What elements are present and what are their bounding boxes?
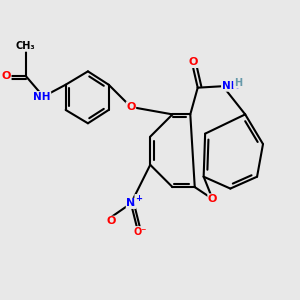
Text: CH₃: CH₃	[16, 41, 35, 51]
Text: H: H	[234, 78, 242, 88]
Text: O: O	[2, 71, 11, 81]
Text: O: O	[189, 58, 198, 68]
Text: NH: NH	[222, 81, 239, 91]
Text: O: O	[208, 194, 217, 204]
Text: N: N	[126, 198, 136, 208]
Text: NH: NH	[33, 92, 51, 102]
Text: O: O	[126, 102, 136, 112]
Text: O: O	[107, 216, 116, 226]
Text: O⁻: O⁻	[133, 226, 146, 237]
Text: +: +	[135, 194, 142, 203]
